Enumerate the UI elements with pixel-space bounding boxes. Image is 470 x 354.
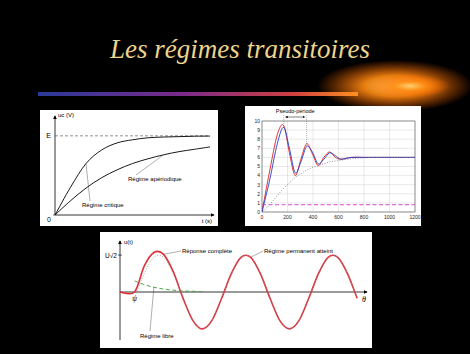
chart-regime-sinusoidal: U√2 u(t) θ Réponse complète Régime libre Régi…: [100, 232, 372, 348]
plot-lines: [262, 125, 415, 212]
tick-label: 4: [257, 172, 260, 178]
x-axis: [120, 292, 367, 293]
period-arrow: [286, 117, 305, 118]
grid-line: [364, 121, 365, 212]
chart-pseudo-periodique: 012345678910020040060080010001200Pseudo-…: [245, 106, 421, 226]
tick-label: 9: [257, 127, 260, 133]
tick-label: 400: [309, 214, 318, 220]
plot-frame: [262, 121, 415, 212]
chart-response-echelon: 0 Euc (V) t (s) Régime critique Régime apéri…: [40, 110, 218, 226]
series-line: [262, 125, 415, 212]
title-underline: [38, 92, 358, 96]
tick-label: 5: [257, 163, 260, 169]
tick-label: U√2: [105, 252, 117, 259]
series-label: Régime apériodique: [128, 176, 182, 182]
axis-label: u(t): [124, 239, 133, 245]
background: [0, 0, 470, 354]
tick-label: 800: [360, 214, 369, 220]
series-line: [262, 157, 415, 212]
axis-label: θ: [362, 295, 366, 304]
plot-lines: [120, 251, 357, 329]
series-line: [262, 127, 415, 212]
leader-line: [136, 155, 164, 175]
tick-label: 2: [257, 191, 260, 197]
series-label: Régime critique: [82, 202, 124, 208]
leader-line: [251, 251, 263, 257]
tick-label: 6: [257, 154, 260, 160]
leader-line: [86, 164, 90, 201]
tick-label: 0: [261, 214, 264, 220]
panel: [40, 110, 218, 226]
series-line: [120, 251, 357, 329]
grid-line: [389, 121, 390, 212]
tick-label: 10: [254, 118, 260, 124]
slide: Les régimes transitoires 0 Euc (V) t (s) Rég…: [0, 0, 470, 354]
period-guide: [306, 115, 307, 146]
tick-label: 1000: [384, 214, 395, 220]
tick-label: 600: [334, 214, 343, 220]
series-label: Réponse complète: [182, 248, 233, 254]
series-line: [55, 136, 210, 215]
grid-line: [338, 121, 339, 212]
axis-label: t (s): [202, 218, 212, 224]
grid-line: [287, 121, 288, 212]
annotation: ψ: [132, 294, 137, 303]
series-line: [135, 281, 203, 292]
series-line: [262, 204, 415, 205]
plot-lines: [55, 136, 210, 215]
tick-label: 0: [47, 216, 51, 223]
slide-title: Les régimes transitoires: [109, 34, 370, 64]
grid-line: [313, 121, 314, 212]
tick-label: 1200: [409, 214, 420, 220]
tick-mark: [53, 215, 55, 216]
tick-mark: [118, 255, 122, 256]
series-label: Régime libre: [140, 333, 174, 339]
tick-label: 200: [283, 214, 292, 220]
panel: [245, 106, 421, 226]
axis-label: uc (V): [58, 112, 74, 118]
x-axis: [55, 215, 214, 216]
y-axis: [55, 116, 56, 215]
annotation: Pseudo-période: [276, 108, 315, 114]
series-line: [135, 255, 358, 329]
leader-line: [150, 287, 154, 331]
tick-label: 8: [257, 136, 260, 142]
y-axis: [120, 241, 121, 340]
leader-line: [164, 251, 181, 254]
annotation: Régime permanent atteint: [264, 248, 333, 254]
tick-label: 3: [257, 182, 260, 188]
tick-label: E: [46, 132, 51, 139]
tick-label: 1: [257, 200, 260, 206]
comet-core: [370, 74, 450, 98]
period-guide: [283, 115, 284, 127]
tick-label: 7: [257, 145, 260, 151]
panel: [100, 232, 372, 348]
series-line: [55, 147, 210, 215]
comet-glow: [317, 60, 470, 112]
